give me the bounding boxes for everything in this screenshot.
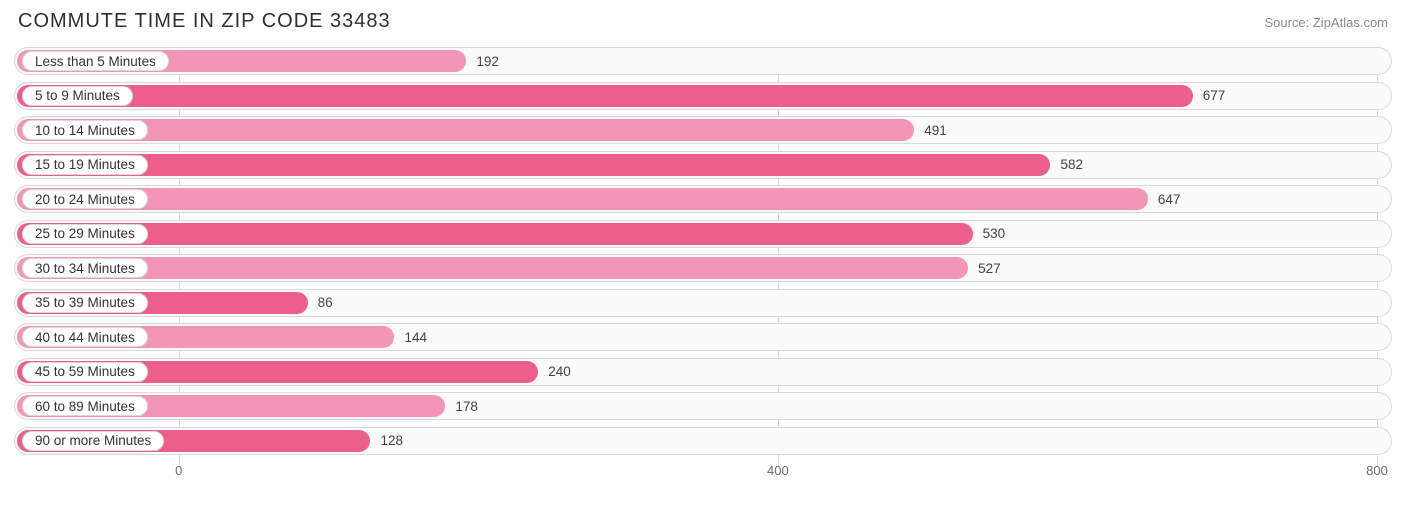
category-pill: 40 to 44 Minutes	[22, 327, 148, 347]
value-label: 647	[1158, 185, 1181, 213]
bar-row: 10 to 14 Minutes 491	[14, 116, 1392, 144]
chart-title: COMMUTE TIME IN ZIP CODE 33483	[18, 10, 391, 33]
bar-row: 90 or more Minutes 128	[14, 427, 1392, 455]
bar	[17, 154, 1050, 176]
bar-row: Less than 5 Minutes 192	[14, 47, 1392, 75]
category-pill: 25 to 29 Minutes	[22, 224, 148, 244]
bar-row: 40 to 44 Minutes 144	[14, 323, 1392, 351]
bar-row: 30 to 34 Minutes 527	[14, 254, 1392, 282]
bar-row: 15 to 19 Minutes 582	[14, 151, 1392, 179]
chart-header: COMMUTE TIME IN ZIP CODE 33483 Source: Z…	[14, 10, 1392, 33]
bar	[17, 223, 973, 245]
category-pill: 30 to 34 Minutes	[22, 258, 148, 278]
bar-row: 25 to 29 Minutes 530	[14, 220, 1392, 248]
category-pill: Less than 5 Minutes	[22, 51, 169, 71]
value-label: 677	[1203, 82, 1226, 110]
value-label: 527	[978, 254, 1001, 282]
bar-row: 20 to 24 Minutes 647	[14, 185, 1392, 213]
chart-source: Source: ZipAtlas.com	[1264, 15, 1388, 30]
bar-rows: Less than 5 Minutes 192 5 to 9 Minutes 677 1…	[14, 47, 1392, 455]
bar-row: 35 to 39 Minutes 86	[14, 289, 1392, 317]
value-label: 144	[404, 323, 427, 351]
category-pill: 5 to 9 Minutes	[22, 86, 133, 106]
x-tick: 400	[767, 463, 789, 478]
category-pill: 35 to 39 Minutes	[22, 293, 148, 313]
bar	[17, 85, 1193, 107]
bar-row: 45 to 59 Minutes 240	[14, 358, 1392, 386]
commute-chart: COMMUTE TIME IN ZIP CODE 33483 Source: Z…	[0, 0, 1406, 522]
value-label: 530	[983, 220, 1006, 248]
category-pill: 60 to 89 Minutes	[22, 396, 148, 416]
category-pill: 20 to 24 Minutes	[22, 189, 148, 209]
value-label: 192	[476, 47, 499, 75]
bar	[17, 188, 1148, 210]
value-label: 240	[548, 358, 571, 386]
bar-row: 5 to 9 Minutes 677	[14, 82, 1392, 110]
value-label: 491	[924, 116, 947, 144]
category-pill: 90 or more Minutes	[22, 431, 164, 451]
value-label: 128	[380, 427, 403, 455]
plot-area: Less than 5 Minutes 192 5 to 9 Minutes 677 1…	[14, 47, 1392, 487]
value-label: 178	[455, 392, 478, 420]
bar	[17, 119, 914, 141]
bar-row: 60 to 89 Minutes 178	[14, 392, 1392, 420]
category-pill: 10 to 14 Minutes	[22, 120, 148, 140]
category-pill: 15 to 19 Minutes	[22, 155, 148, 175]
x-axis: 0 400 800	[14, 461, 1392, 481]
x-tick: 0	[175, 463, 182, 478]
value-label: 582	[1060, 151, 1083, 179]
value-label: 86	[318, 289, 333, 317]
bar	[17, 257, 968, 279]
category-pill: 45 to 59 Minutes	[22, 362, 148, 382]
x-tick: 800	[1366, 463, 1388, 478]
